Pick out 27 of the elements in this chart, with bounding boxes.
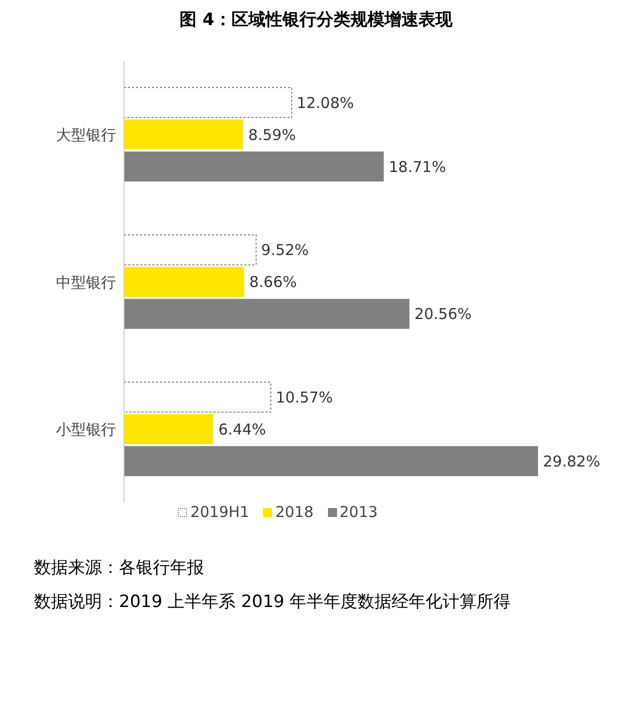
bar — [124, 87, 292, 118]
y-tick-label: 小型银行 — [56, 420, 116, 439]
data-label: 8.66% — [249, 273, 297, 292]
data-label: 10.57% — [276, 388, 333, 407]
bar — [124, 446, 538, 476]
chart-title: 图 4：区域性银行分类规模增速表现 — [178, 9, 454, 31]
bar — [124, 152, 384, 182]
data-label: 18.71% — [388, 158, 446, 176]
bar — [124, 266, 244, 297]
legend-label: 2019H1 — [189, 503, 250, 521]
data-label: 12.08% — [296, 94, 354, 112]
data-label: 29.82% — [543, 452, 600, 471]
y-tick-label: 中型银行 — [56, 273, 116, 292]
legend-label: 2013 — [338, 503, 378, 521]
data-label: 20.56% — [414, 305, 472, 324]
bar — [124, 120, 244, 150]
text: 数据说明：2019 上半年系 2019 年半年度数据经年化计算所得 — [33, 591, 512, 614]
bar — [124, 382, 272, 413]
legend-label: 2018 — [274, 503, 314, 521]
data-label: 9.52% — [261, 241, 309, 260]
bar — [124, 414, 214, 444]
data-label: 6.44% — [218, 420, 266, 439]
data-label: 8.59% — [248, 126, 296, 144]
bar — [124, 234, 257, 266]
source-note: 数据来源：各银行年报 — [33, 557, 205, 580]
y-tick-label: 大型银行 — [56, 126, 116, 144]
bar — [124, 298, 410, 329]
